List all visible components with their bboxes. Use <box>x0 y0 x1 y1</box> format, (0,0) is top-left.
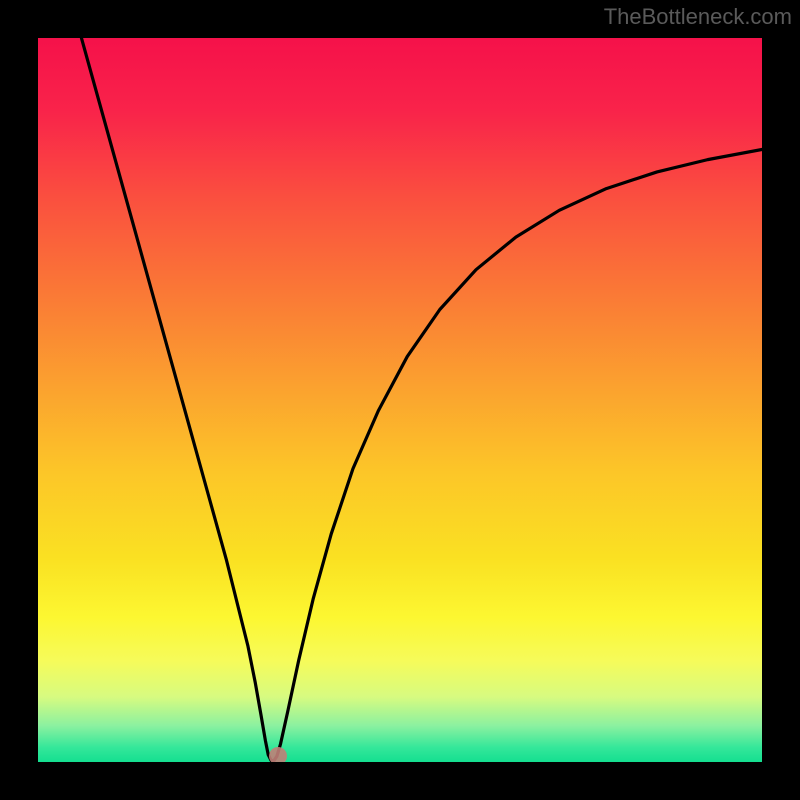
bottleneck-curve <box>81 38 762 761</box>
chart-container: { "watermark": { "text": "TheBottleneck.… <box>0 0 800 800</box>
plot-area <box>38 38 762 762</box>
curve-layer <box>38 38 762 762</box>
watermark-text: TheBottleneck.com <box>604 4 792 30</box>
optimal-point-marker <box>269 747 287 762</box>
